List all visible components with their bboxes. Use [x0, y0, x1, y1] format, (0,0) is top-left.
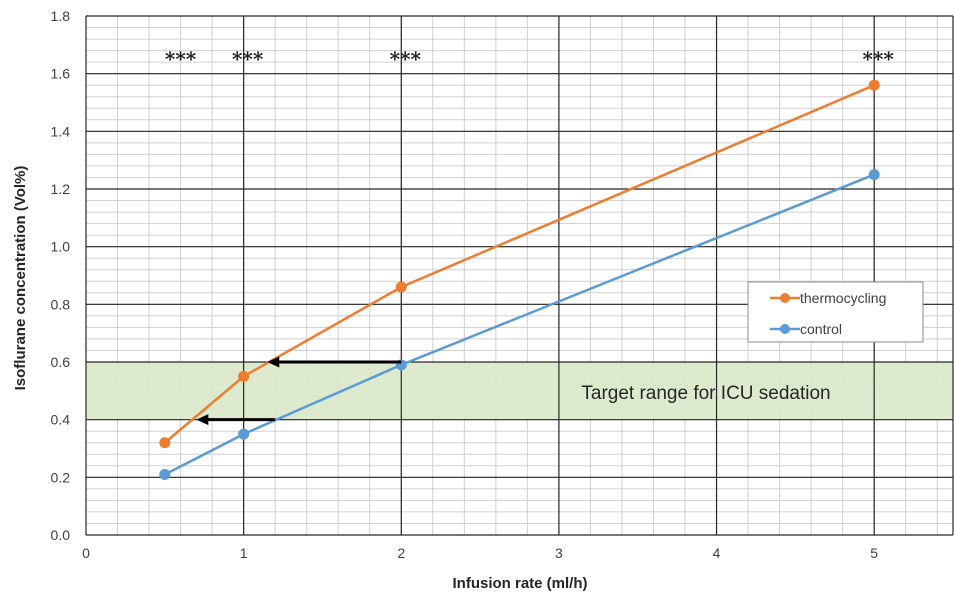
significance-markers: *** *** *** ***: [165, 47, 895, 71]
target-band-label: Target range for ICU sedation: [581, 383, 830, 404]
series-line-control: [164, 173, 875, 476]
legend-swatch-marker: [780, 324, 790, 334]
x-axis-title: Infusion rate (ml/h): [453, 575, 588, 592]
data-point-thermocycling: [159, 437, 171, 449]
legend-label: thermocycling: [800, 290, 886, 306]
arrows: [196, 356, 402, 426]
legend-box: [747, 281, 924, 343]
arrow-head: [196, 414, 209, 426]
data-point-thermocycling: [868, 79, 880, 91]
data-point-thermocycling: [238, 370, 250, 382]
legend-label: control: [800, 321, 842, 337]
data-point-thermocycling: [395, 281, 407, 293]
series: [159, 79, 880, 480]
x-tick-label: 0: [82, 545, 90, 561]
legend-swatch-marker: [780, 293, 790, 303]
y-tick-label: 1.2: [51, 181, 71, 197]
data-point-control: [238, 428, 250, 440]
data-point-control: [159, 468, 171, 480]
x-tick-label: 1: [240, 545, 248, 561]
y-tick-label: 0.0: [51, 527, 71, 543]
x-tick-label: 5: [870, 545, 878, 561]
y-tick-label: 0.2: [51, 469, 71, 485]
y-tick-label: 1.8: [51, 8, 71, 24]
significance-marker: ***: [232, 47, 264, 71]
y-tick-label: 0.6: [51, 354, 71, 370]
y-tick-label: 1.6: [51, 66, 71, 82]
y-tick-label: 0.8: [51, 296, 71, 312]
significance-marker: ***: [862, 47, 894, 71]
x-tick-label: 4: [713, 545, 721, 561]
grid: [85, 15, 953, 536]
significance-marker: ***: [390, 47, 422, 71]
y-tick-label: 0.4: [51, 412, 71, 428]
tick-labels: 0.0 0.2 0.4 0.6 0.8 1.0 1.2 1.4 1.6 1.8 0 1 2 3 4 5: [51, 8, 879, 561]
series-line-thermocycling: [164, 84, 875, 444]
major-grid: [85, 15, 954, 536]
x-tick-label: 3: [555, 545, 563, 561]
y-tick-label: 1.4: [51, 123, 71, 139]
data-point-control: [868, 169, 880, 181]
legend: thermocycling control: [747, 281, 924, 343]
x-tick-label: 2: [397, 545, 405, 561]
significance-marker: ***: [165, 47, 197, 71]
y-tick-label: 1.0: [51, 239, 71, 255]
arrow-head: [267, 356, 280, 368]
target-band-rect: [86, 362, 953, 420]
target-range-band: Target range for ICU sedation: [86, 362, 953, 420]
y-axis-title: Isoflurane concentration (Vol%): [12, 166, 29, 391]
